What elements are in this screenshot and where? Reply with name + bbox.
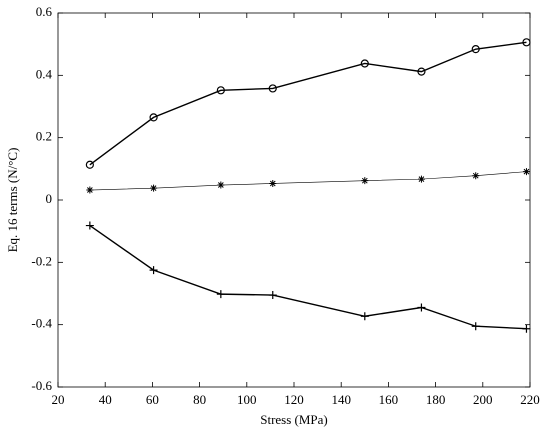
x-tick-label: 120	[284, 392, 304, 407]
point	[471, 322, 480, 331]
x-tick-label: 60	[146, 392, 159, 407]
point	[522, 168, 530, 176]
point	[417, 67, 426, 76]
point	[149, 266, 158, 275]
x-axis-label: Stress (MPa)	[260, 412, 328, 427]
y-tick-label: -0.6	[31, 378, 52, 393]
y-tick-label: 0.4	[36, 66, 53, 81]
x-tick-label: 140	[331, 392, 351, 407]
point	[216, 86, 225, 95]
x-tick-label: 220	[520, 392, 540, 407]
x-tick-label: 40	[99, 392, 112, 407]
point	[360, 312, 369, 321]
point	[360, 59, 369, 68]
y-axis-label: Eq. 16 terms (N/°C)	[5, 148, 20, 253]
point	[150, 184, 158, 192]
y-tick-label: -0.2	[31, 253, 52, 268]
series-line	[89, 171, 527, 191]
point	[85, 221, 94, 230]
y-tick-label: -0.4	[31, 316, 52, 331]
point	[522, 38, 531, 47]
point	[268, 84, 277, 93]
point	[217, 181, 225, 189]
point	[149, 113, 158, 122]
y-tick-label: 0	[46, 191, 53, 206]
x-tick-label: 20	[52, 392, 65, 407]
point	[86, 186, 94, 194]
x-tick-label: 80	[193, 392, 206, 407]
point	[417, 303, 426, 312]
point	[268, 291, 277, 300]
point	[471, 45, 480, 54]
x-tick-label: 200	[473, 392, 493, 407]
series-line	[89, 41, 527, 166]
x-tick-label: 160	[379, 392, 399, 407]
point	[216, 290, 225, 299]
series-line	[89, 224, 527, 330]
point	[472, 172, 480, 180]
point	[85, 160, 94, 169]
y-tick-label: 0.2	[36, 129, 52, 144]
point	[269, 179, 277, 187]
plot-frame	[57, 12, 531, 388]
point	[417, 175, 425, 183]
y-tick-label: 0.6	[36, 4, 53, 19]
x-tick-label: 180	[426, 392, 446, 407]
point	[361, 177, 369, 185]
point	[522, 324, 531, 333]
x-tick-label: 100	[237, 392, 257, 407]
